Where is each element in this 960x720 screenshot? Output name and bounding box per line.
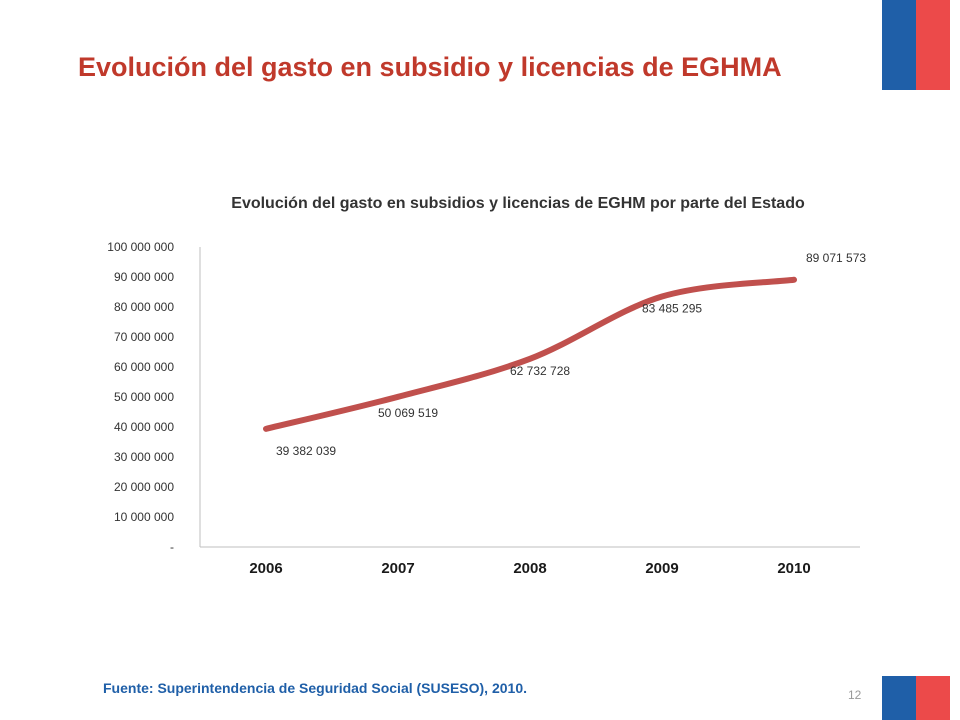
chart-axes xyxy=(199,247,860,548)
y-tick-label: 50 000 000 xyxy=(114,390,174,404)
data-label: 83 485 295 xyxy=(642,302,702,316)
x-axis-ticks: 2006 2007 2008 2009 2010 xyxy=(249,560,810,577)
y-tick-label: 20 000 000 xyxy=(114,480,174,494)
data-label: 39 382 039 xyxy=(276,444,336,458)
x-tick-label: 2007 xyxy=(381,560,414,577)
y-tick-label: 40 000 000 xyxy=(114,420,174,434)
series-line xyxy=(263,276,797,432)
chile-flag-bottom-decoration xyxy=(882,670,950,720)
y-tick-label: 60 000 000 xyxy=(114,360,174,374)
y-tick-label: 70 000 000 xyxy=(114,330,174,344)
series-group xyxy=(263,276,797,432)
y-tick-label: 80 000 000 xyxy=(114,300,174,314)
y-tick-label: 100 000 000 xyxy=(107,240,174,254)
x-tick-label: 2009 xyxy=(645,560,678,577)
y-tick-label: 10 000 000 xyxy=(114,510,174,524)
y-tick-label: 30 000 000 xyxy=(114,450,174,464)
y-tick-label: 90 000 000 xyxy=(114,270,174,284)
x-tick-label: 2006 xyxy=(249,560,282,577)
y-axis-ticks: - 10 000 000 20 000 000 30 000 000 40 000 00… xyxy=(107,240,174,554)
chart-title: Evolución del gasto en subsidios y licen… xyxy=(231,195,805,212)
x-tick-label: 2008 xyxy=(513,560,546,577)
y-tick-label: - xyxy=(170,540,174,554)
chile-flag-top-decoration xyxy=(882,0,950,90)
data-labels: 39 382 039 50 069 519 62 732 728 83 485 295… xyxy=(276,251,866,458)
data-label: 89 071 573 xyxy=(806,251,866,265)
data-label: 62 732 728 xyxy=(510,364,570,378)
data-label: 50 069 519 xyxy=(378,406,438,420)
page-number: 12 xyxy=(848,688,862,702)
slide-title: Evolución del gasto en subsidio y licenc… xyxy=(78,52,782,82)
x-tick-label: 2010 xyxy=(777,560,810,577)
source-note: Fuente: Superintendencia de Seguridad So… xyxy=(103,680,527,696)
